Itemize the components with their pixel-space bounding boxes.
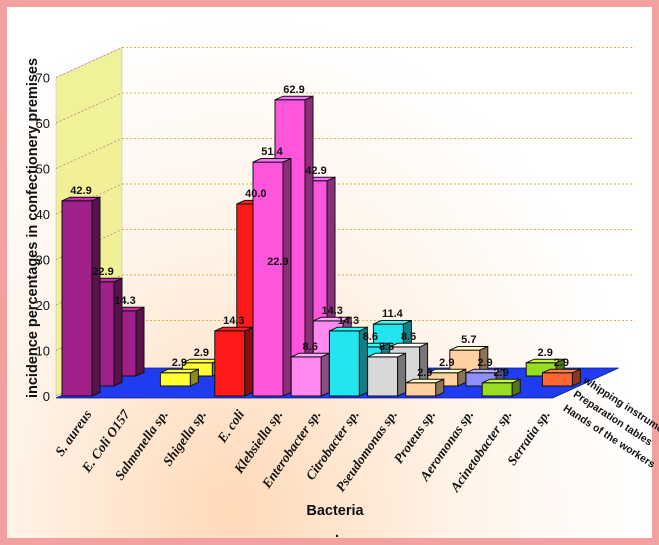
category-label-s-aureus: S. aureus	[52, 407, 94, 459]
data-label-acinetobacter-sp-whipping-instruments: 2.9	[538, 347, 553, 359]
bar-top	[61, 196, 101, 202]
bar-front	[541, 372, 573, 387]
bar-serratia-sp-preparation-tables	[541, 368, 581, 387]
bar-top	[405, 378, 445, 384]
bar-s-aureus-hands-of-the-workers	[61, 196, 101, 397]
bar-side	[320, 352, 330, 397]
bar-side	[397, 352, 407, 397]
bar-top	[290, 352, 330, 358]
bar-top	[252, 158, 292, 163]
bar-enterobacter-sp-hands-of-the-workers	[290, 352, 330, 397]
bar-citrobacter-sp-hands-of-the-workers	[328, 326, 368, 397]
y-tick-label: 70	[36, 71, 50, 86]
x-axis-label: Bacteria	[306, 503, 364, 519]
data-label-citrobacter-sp-hands-of-the-workers: 14.3	[338, 315, 359, 327]
bar-proteus-sp-hands-of-the-workers	[405, 378, 445, 397]
data-label-citrobacter-sp-whipping-instruments: 11.4	[382, 308, 404, 320]
data-label-s-aureus-hands-of-the-workers: 42.9	[70, 185, 91, 197]
bar-front	[481, 382, 513, 397]
data-label-s-aureus-preparation-tables: 22.9	[92, 266, 113, 278]
bar-acinetobacter-sp-hands-of-the-workers	[481, 378, 521, 397]
bar-top	[427, 368, 467, 374]
bar-top	[329, 326, 368, 332]
bar-side	[244, 326, 254, 397]
data-label-acinetobacter-sp-hands-of-the-workers: 2.9	[494, 367, 509, 379]
bar-front	[214, 330, 246, 397]
grid-line-wall	[55, 138, 123, 169]
y-tick-label: 0	[43, 389, 50, 404]
data-label-proteus-sp-whipping-instruments: 5.7	[461, 334, 476, 346]
bar-top	[312, 316, 352, 322]
bar-top	[367, 352, 406, 358]
bar-side	[91, 196, 101, 397]
data-label-klebsiella-sp-hands-of-the-workers: 51.4	[261, 146, 283, 158]
bar-front	[367, 356, 399, 397]
data-label-proteus-sp-hands-of-the-workers: 2.9	[417, 367, 432, 379]
bar-side	[282, 157, 292, 397]
data-label-e-coli-whipping-instruments: 22.9	[267, 256, 288, 268]
bar-top	[214, 326, 254, 332]
bar-front	[328, 330, 360, 397]
data-label-enterobacter-sp-hands-of-the-workers: 8.6	[303, 341, 318, 353]
bar-top	[389, 342, 428, 348]
bar-front	[405, 382, 437, 397]
bar-top	[449, 346, 489, 351]
data-label-pseudomonas-sp-preparation-tables: 8.6	[401, 331, 416, 343]
grid-line-wall	[55, 92, 123, 124]
data-label-aeromonas-sp-preparation-tables: 2.9	[477, 357, 492, 369]
category-label-e-coli: E. coli	[214, 407, 248, 446]
data-label-salmonella-sp-whipping-instruments: 2.9	[194, 347, 209, 359]
data-label-citrobacter-sp-preparation-tables: 8.6	[363, 331, 378, 343]
footnote-mark: .	[335, 525, 339, 541]
bar-top	[465, 368, 505, 374]
data-label-pseudomonas-sp-hands-of-the-workers: 8.6	[379, 341, 394, 353]
y-tick-label: 40	[36, 207, 50, 222]
bar-side	[135, 306, 145, 377]
data-label-serratia-sp-preparation-tables: 2.9	[554, 357, 569, 369]
data-label-e-coli-preparation-tables: 40.0	[245, 188, 266, 200]
y-tick-label: 20	[36, 298, 50, 313]
y-tick-label: 10	[36, 344, 50, 359]
bar-pseudomonas-sp-hands-of-the-workers	[367, 352, 407, 397]
grid-line-wall	[55, 47, 123, 78]
data-label-salmonella-sp-preparation-tables: 2.9	[172, 357, 187, 369]
data-label-klebsiella-sp-preparation-tables: 62.9	[283, 84, 304, 96]
y-axis-label: incidence percentages in confectionery p…	[25, 58, 41, 398]
data-label-e-coli-hands-of-the-workers: 14.3	[223, 315, 244, 327]
data-label-enterobacter-sp-preparation-tables: 14.3	[321, 305, 342, 317]
bar-top	[274, 95, 314, 101]
bar-top	[481, 378, 521, 384]
bar-top	[160, 368, 199, 374]
bar-salmonella-sp-preparation-tables	[159, 368, 199, 387]
y-tick-label: 60	[36, 116, 50, 131]
data-label-proteus-sp-preparation-tables: 2.9	[439, 357, 454, 369]
y-tick-label: 30	[36, 253, 50, 268]
bar-top	[373, 320, 412, 325]
bar-top	[525, 358, 565, 364]
bar-front	[61, 200, 93, 397]
data-label-s-aureus-whipping-instruments: 14.3	[114, 295, 135, 307]
bar-e-coli-hands-of-the-workers	[214, 326, 254, 397]
bar-klebsiella-sp-hands-of-the-workers	[252, 157, 292, 397]
bar-top	[542, 368, 581, 374]
bar-front	[290, 356, 322, 397]
bar-front	[159, 372, 191, 387]
data-label-klebsiella-sp-whipping-instruments: 42.9	[305, 165, 326, 177]
y-tick-label: 50	[36, 162, 50, 177]
